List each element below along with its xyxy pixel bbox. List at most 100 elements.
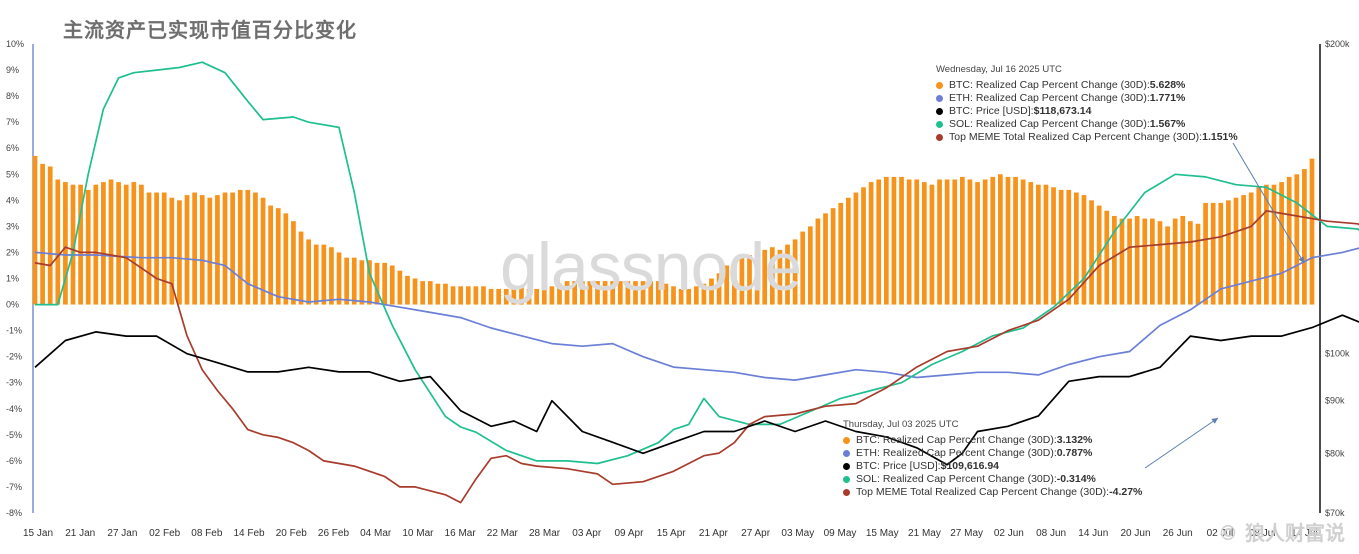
btc-bar	[1165, 226, 1170, 305]
tooltip-row: BTC: Realized Cap Percent Change (30D): …	[843, 434, 1142, 447]
btc-bar	[1020, 179, 1026, 305]
btc-bar	[139, 184, 144, 305]
btc-bar	[55, 179, 61, 305]
btc-bar	[587, 281, 593, 305]
btc-bar	[724, 265, 730, 305]
x-tick-label: 14 Jul	[1291, 528, 1318, 539]
btc-bar	[625, 281, 631, 305]
y-left-tick-label: 6%	[6, 143, 19, 153]
btc-bar	[1248, 192, 1254, 305]
y-left-tick-label: -7%	[6, 482, 22, 492]
tooltip-value: 5.628%	[1149, 79, 1186, 91]
x-tick-label: 27 Jan	[107, 528, 137, 539]
btc-bar	[762, 249, 768, 305]
btc-bar	[496, 288, 502, 305]
x-tick-label: 15 May	[866, 528, 899, 539]
legend-dot-icon	[843, 437, 850, 444]
btc-bar	[769, 247, 775, 305]
btc-bar	[716, 273, 722, 305]
x-tick-label: 27 May	[950, 528, 983, 539]
btc-bar	[701, 283, 707, 305]
btc-bar	[1203, 202, 1208, 305]
btc-bar	[914, 179, 920, 305]
legend-dot-icon	[843, 489, 850, 496]
y-left-tick-label: -1%	[6, 326, 22, 336]
brand-watermark: © 狼人财富说	[1218, 521, 1345, 545]
tooltip-row: SOL: Realized Cap Percent Change (30D): …	[936, 118, 1238, 131]
btc-bar	[177, 200, 182, 305]
btc-bar	[1294, 174, 1300, 305]
btc-bar	[161, 192, 167, 305]
x-tick-label: 22 Mar	[487, 528, 519, 539]
btc-bar	[921, 182, 927, 305]
btc-bar	[807, 226, 813, 305]
btc-bar	[633, 281, 638, 305]
tooltip-value: $118,673.14	[1033, 105, 1092, 117]
btc-bar	[298, 231, 304, 305]
btc-bar	[351, 257, 357, 305]
btc-bar	[1302, 169, 1307, 305]
btc-bar	[883, 176, 889, 305]
y-left-tick-label: 4%	[6, 195, 19, 205]
btc-bar	[876, 179, 882, 305]
btc-bar	[253, 192, 258, 305]
btc-bar	[678, 288, 684, 305]
x-tick-label: 02 Feb	[149, 528, 181, 539]
y-left-tick-label: 3%	[6, 221, 19, 231]
legend-dot-icon	[936, 82, 943, 89]
btc-bar	[1188, 221, 1193, 305]
btc-bar	[1286, 176, 1292, 305]
btc-bar	[830, 208, 836, 305]
x-tick-label: 28 Mar	[529, 528, 561, 539]
tooltip-label: ETH: Realized Cap Percent Change (30D):	[856, 447, 1057, 459]
legend-dot-icon	[843, 463, 850, 470]
tooltip-row: Top MEME Total Realized Cap Percent Chan…	[843, 486, 1142, 499]
x-tick-label: 09 Apr	[615, 528, 645, 539]
btc-bar	[747, 255, 752, 305]
btc-bar	[192, 192, 197, 305]
btc-bar	[640, 281, 646, 305]
x-tick-label: 20 Feb	[276, 528, 308, 539]
btc-bar	[944, 179, 950, 305]
tooltip-row: BTC: Realized Cap Percent Change (30D): …	[936, 79, 1238, 92]
btc-bar	[1142, 218, 1148, 305]
y-right-tick-label: $200k	[1325, 39, 1350, 49]
btc-bar	[237, 189, 243, 305]
tooltip-row: ETH: Realized Cap Percent Change (30D): …	[936, 92, 1238, 105]
tooltip-value: $109,616.94	[940, 460, 1000, 472]
btc-bar	[85, 189, 91, 305]
btc-bar	[1127, 218, 1132, 305]
x-tick-label: 08 Feb	[191, 528, 223, 539]
btc-bar	[1210, 202, 1216, 305]
x-tick-label: 02 Jun	[994, 528, 1024, 539]
x-tick-label: 08 Jul	[1249, 528, 1276, 539]
y-right-tick-label: $70k	[1325, 508, 1345, 518]
btc-bar	[1157, 221, 1163, 305]
btc-bar	[70, 184, 76, 305]
x-tick-label: 21 Jan	[65, 528, 95, 539]
btc-bar	[671, 286, 676, 305]
btc-bar	[503, 288, 509, 305]
btc-bar	[306, 239, 311, 305]
btc-bar	[1256, 187, 1262, 305]
btc-bar	[40, 163, 45, 305]
tooltip-value: -0.314%	[1056, 473, 1096, 485]
btc-bar	[374, 262, 380, 305]
btc-bar	[731, 262, 737, 305]
btc-bar	[823, 213, 828, 305]
y-right-tick-label: $100k	[1325, 349, 1350, 359]
btc-bar	[47, 166, 53, 305]
btc-bar	[967, 179, 973, 305]
y-left-tick-label: -3%	[6, 378, 22, 388]
btc-bar	[1028, 182, 1034, 305]
y-left-tick-label: -6%	[6, 456, 22, 466]
legend-dot-icon	[843, 450, 850, 457]
btc-bar	[929, 184, 935, 305]
tooltip-value: 1.771%	[1149, 92, 1186, 104]
sol-line	[35, 61, 1359, 465]
btc-bar	[602, 281, 608, 305]
btc-bar	[412, 278, 418, 305]
btc-bar	[1195, 223, 1201, 305]
btc-bar	[899, 176, 904, 305]
